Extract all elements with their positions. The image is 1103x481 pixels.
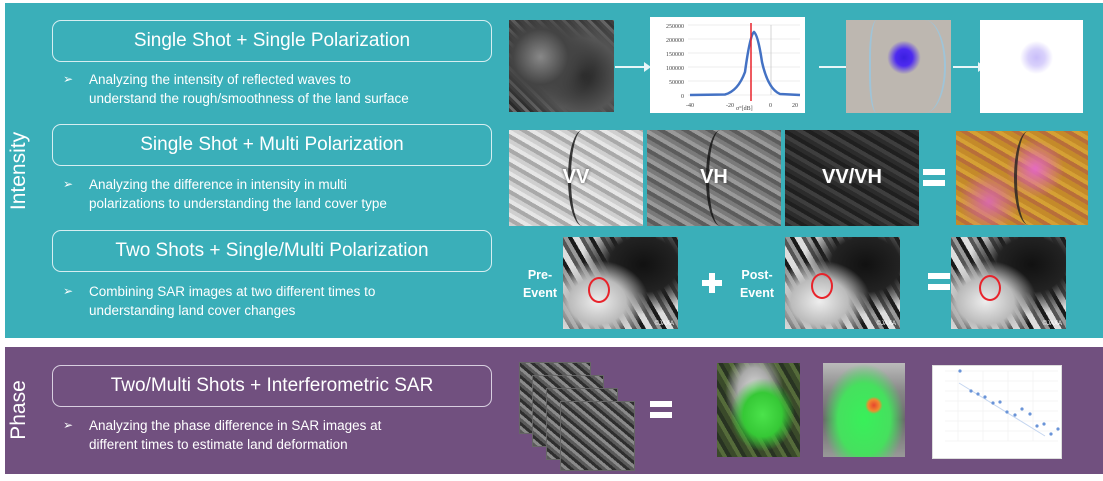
single-single-title: Single Shot + Single Polarization [52,20,492,62]
bullet-arrow-icon: ➢ [63,284,74,298]
insar-title: Two/Multi Shots + Interferometric SAR [52,365,492,407]
post-event-label: Post- Event [739,268,775,300]
insar-bullet: ➢ Analyzing the phase difference in SAR … [63,418,382,452]
arrow-icon [953,62,985,72]
bullet-arrow-icon: ➢ [63,72,74,86]
single-single-bullet: ➢ Analyzing the intensity of reflected w… [63,72,409,106]
vv-image: VV [509,130,643,226]
single-multi-title: Single Shot + Multi Polarization [52,124,492,166]
arrow-icon [615,62,651,72]
sar-intensity-image [509,20,614,112]
insar-displacement-map [717,363,800,457]
pre-event-label: Pre- Event [522,268,558,300]
post-event-image: ©JAXA [785,237,900,329]
change-detection-image: ©JAXA [951,237,1066,329]
vh-image: VH [647,130,781,226]
deformation-timeseries-chart [932,365,1062,459]
rgb-composite-image [956,131,1088,225]
bullet-arrow-icon: ➢ [63,177,74,191]
equals-icon [928,273,950,290]
two-shots-bullet: ➢ Combining SAR images at two different … [63,284,376,318]
two-shots-title: Two Shots + Single/Multi Polarization [52,230,492,272]
sar-stack-image-4 [560,401,635,471]
bullet-arrow-icon: ➢ [63,418,74,432]
pre-event-image: ©JAXA [563,237,678,329]
vv-vh-ratio-image: VV/VH [785,130,919,226]
equals-icon [923,169,945,186]
phase-panel: Phase Two/Multi Shots + Interferometric … [5,347,1103,474]
histogram-chart: 250000 200000 150000 100000 50000 0 -40 … [650,17,805,113]
arrow-icon [819,62,853,72]
plus-icon [702,273,722,293]
water-extraction-map [846,20,951,113]
intensity-label: Intensity [7,131,30,211]
intensity-panel: Intensity Single Shot + Single Polarizat… [5,3,1103,338]
phase-label: Phase [7,380,30,440]
equals-icon [650,401,672,418]
flood-area-map [980,20,1083,113]
insar-deformation-closeup [823,363,905,457]
single-multi-bullet: ➢ Analyzing the difference in intensity … [63,177,387,211]
